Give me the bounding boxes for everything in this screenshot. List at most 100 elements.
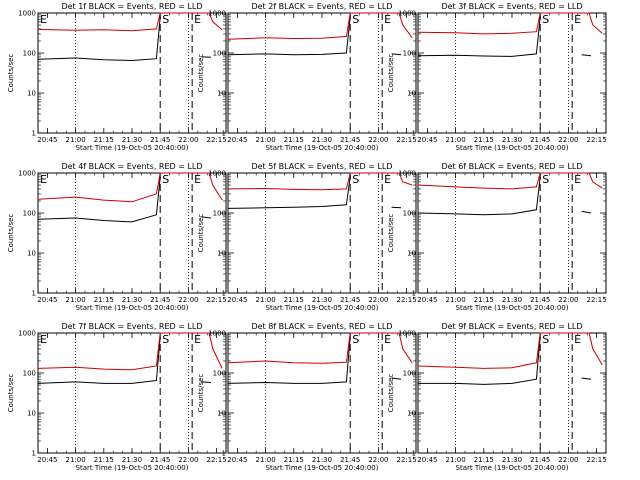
y-axis-label: Counts/sec: [197, 54, 205, 93]
marker-label: S: [352, 173, 359, 186]
panel-2: Det 2f BLACK = Events, RED = LLD 1 10 100 10…: [197, 2, 417, 152]
x-tick-label: 22:15: [397, 136, 417, 144]
x-tick-label: 21:00: [446, 296, 466, 304]
marker-label: S: [542, 333, 549, 346]
y-tick-label: 1000: [208, 170, 226, 178]
x-tick-label: 22:15: [397, 296, 417, 304]
panel-title: Det 8f BLACK = Events, RED = LLD: [251, 322, 392, 331]
x-tick-label: 21:15: [94, 296, 114, 304]
series-events: [227, 336, 402, 384]
marker-label: E: [194, 13, 201, 26]
y-tick-label: 100: [403, 370, 416, 378]
x-tick-label: 21:00: [256, 296, 276, 304]
x-tick-label: 20:45: [37, 456, 57, 464]
marker-label: E: [574, 333, 581, 346]
y-tick-label: 1000: [398, 330, 416, 338]
plot-frame: [417, 172, 607, 294]
x-tick-label: 21:15: [474, 296, 494, 304]
marker-label: E: [40, 13, 47, 26]
y-tick-label: 10: [407, 410, 416, 418]
panel-1: Det 1f BLACK = Events, RED = LLD 1 10 100 10…: [7, 2, 227, 152]
x-tick-label: 21:15: [284, 136, 304, 144]
y-axis-label: Counts/sec: [387, 54, 395, 93]
y-tick-label: 1000: [208, 10, 226, 18]
marker-label: E: [384, 333, 391, 346]
x-tick-label: 21:00: [66, 296, 86, 304]
marker-label: S: [352, 13, 359, 26]
x-tick-label: 22:15: [207, 456, 227, 464]
panel-title: Det 1f BLACK = Events, RED = LLD: [61, 2, 202, 11]
y-tick-label: 10: [27, 410, 36, 418]
marker-label: E: [384, 173, 391, 186]
panel-title: Det 2f BLACK = Events, RED = LLD: [251, 2, 392, 11]
x-tick-label: 21:15: [284, 296, 304, 304]
series-lld: [37, 332, 223, 371]
y-tick-label: 100: [403, 50, 416, 58]
series-events: [37, 176, 212, 223]
x-axis-label: Start Time (19-Oct-05 20:40:00): [76, 464, 189, 472]
x-tick-label: 21:00: [66, 136, 86, 144]
panel-6: Det 6f BLACK = Events, RED = LLD 1 10 100 10…: [387, 162, 607, 312]
x-tick-label: 22:00: [558, 136, 578, 144]
x-tick-label: 21:15: [94, 456, 114, 464]
x-tick-label: 21:00: [446, 456, 466, 464]
y-tick-label: 1: [32, 290, 36, 298]
panel-4: Det 4f BLACK = Events, RED = LLD 1 10 100 10…: [7, 162, 227, 312]
y-tick-label: 100: [23, 210, 36, 218]
x-tick-label: 22:00: [178, 136, 198, 144]
y-tick-label: 10: [27, 250, 36, 258]
x-tick-label: 21:30: [122, 136, 142, 144]
x-tick-label: 21:45: [150, 136, 170, 144]
x-tick-label: 21:30: [122, 296, 142, 304]
x-tick-label: 20:45: [417, 456, 437, 464]
y-axis-label: Counts/sec: [387, 374, 395, 413]
panel-7: Det 7f BLACK = Events, RED = LLD 1 10 100 10…: [7, 322, 227, 472]
y-tick-label: 1000: [208, 330, 226, 338]
y-tick-label: 100: [23, 50, 36, 58]
series-lld: [227, 332, 413, 364]
y-tick-label: 10: [27, 90, 36, 98]
x-tick-label: 22:00: [368, 456, 388, 464]
y-tick-label: 1: [412, 130, 416, 138]
marker-label: S: [542, 13, 549, 26]
panel-9: Det 9f BLACK = Events, RED = LLD 1 10 100 10…: [387, 322, 607, 472]
panel-8: Det 8f BLACK = Events, RED = LLD 1 10 100 10…: [197, 322, 417, 472]
plot-frame: [417, 12, 607, 134]
y-tick-label: 1: [222, 130, 226, 138]
y-tick-label: 1: [412, 290, 416, 298]
x-tick-label: 22:15: [587, 296, 607, 304]
x-axis-label: Start Time (19-Oct-05 20:40:00): [456, 304, 569, 312]
x-tick-label: 21:15: [474, 136, 494, 144]
x-tick-label: 21:15: [284, 456, 304, 464]
x-tick-label: 22:00: [558, 296, 578, 304]
series-events: [417, 176, 592, 216]
series-events: [37, 16, 212, 62]
y-axis-label: Counts/sec: [197, 374, 205, 413]
series-events: [227, 16, 402, 56]
x-tick-label: 21:00: [256, 456, 276, 464]
series-events: [418, 336, 592, 385]
series-lld: [417, 332, 603, 369]
plot-frame: [417, 332, 607, 454]
x-axis-label: Start Time (19-Oct-05 20:40:00): [76, 144, 189, 152]
panel-title: Det 9f BLACK = Events, RED = LLD: [441, 322, 582, 331]
x-tick-label: 20:45: [227, 296, 247, 304]
x-tick-label: 21:30: [312, 456, 332, 464]
marker-label: E: [384, 13, 391, 26]
x-tick-label: 22:00: [558, 456, 578, 464]
panel-5: Det 5f BLACK = Events, RED = LLD 1 10 100 10…: [197, 162, 417, 312]
x-tick-label: 21:15: [94, 136, 114, 144]
y-axis-label: Counts/sec: [7, 54, 15, 93]
y-tick-label: 1: [412, 450, 416, 458]
marker-label: S: [162, 13, 169, 26]
x-tick-label: 21:30: [122, 456, 142, 464]
y-axis-label: Counts/sec: [387, 214, 395, 253]
x-tick-label: 20:45: [37, 296, 57, 304]
x-tick-label: 21:00: [256, 136, 276, 144]
series-lld: [227, 172, 413, 191]
x-tick-label: 21:30: [502, 456, 522, 464]
x-tick-label: 21:15: [474, 456, 494, 464]
panel-title: Det 3f BLACK = Events, RED = LLD: [441, 2, 582, 11]
x-tick-label: 22:00: [368, 136, 388, 144]
y-axis-label: Counts/sec: [7, 374, 15, 413]
